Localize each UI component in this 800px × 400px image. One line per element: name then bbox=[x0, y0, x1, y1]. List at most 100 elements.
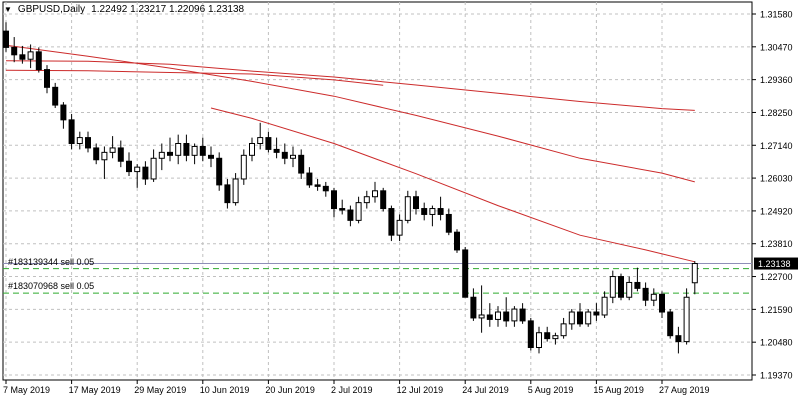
candlestick[interactable] bbox=[437, 196, 444, 221]
candlestick[interactable] bbox=[265, 131, 272, 153]
candlestick[interactable] bbox=[76, 131, 83, 150]
candlestick[interactable] bbox=[85, 131, 91, 153]
candlestick[interactable] bbox=[445, 208, 452, 236]
candlestick[interactable] bbox=[298, 149, 305, 179]
candlestick[interactable] bbox=[44, 65, 50, 94]
candle-body-bullish bbox=[495, 311, 501, 320]
candlestick[interactable] bbox=[683, 288, 690, 345]
candlestick[interactable] bbox=[650, 288, 657, 307]
candlestick[interactable] bbox=[52, 82, 59, 109]
candlestick[interactable] bbox=[470, 288, 477, 321]
candlestick[interactable] bbox=[126, 152, 132, 177]
candlestick[interactable] bbox=[60, 102, 67, 129]
candlestick[interactable] bbox=[413, 190, 419, 215]
candle-body-bearish bbox=[503, 311, 510, 322]
candlestick[interactable] bbox=[35, 47, 42, 73]
candlestick[interactable] bbox=[511, 306, 518, 327]
candlestick[interactable] bbox=[634, 267, 641, 292]
candlestick[interactable] bbox=[142, 161, 149, 185]
candlestick[interactable] bbox=[478, 285, 485, 333]
triangle-down-icon[interactable]: ▼ bbox=[4, 5, 12, 14]
candle-body-bearish bbox=[380, 190, 387, 210]
candlestick[interactable] bbox=[380, 187, 387, 212]
candlestick[interactable] bbox=[585, 309, 592, 327]
candlestick[interactable] bbox=[626, 276, 633, 301]
candlestick[interactable] bbox=[577, 303, 583, 327]
candlestick[interactable] bbox=[486, 303, 493, 327]
date-tick-label: 20 Jun 2019 bbox=[265, 385, 315, 395]
order-label[interactable]: #183070968 sell 0.05 bbox=[8, 281, 95, 292]
candlestick[interactable] bbox=[396, 214, 403, 242]
candlestick[interactable] bbox=[216, 152, 223, 191]
candlestick[interactable] bbox=[240, 149, 247, 185]
candlestick[interactable] bbox=[618, 273, 624, 301]
candlestick[interactable] bbox=[339, 199, 346, 215]
candlestick[interactable] bbox=[191, 143, 198, 165]
candlesticks[interactable] bbox=[3, 22, 698, 354]
candlestick[interactable] bbox=[117, 140, 124, 168]
candlestick[interactable] bbox=[183, 134, 190, 162]
date-tick-label: 10 Jun 2019 bbox=[200, 385, 250, 395]
candlestick[interactable] bbox=[355, 196, 362, 224]
candlestick[interactable] bbox=[290, 146, 296, 168]
candlestick[interactable] bbox=[503, 297, 510, 327]
candlestick[interactable] bbox=[175, 134, 182, 165]
candlestick[interactable] bbox=[560, 317, 567, 339]
candlestick[interactable] bbox=[232, 173, 239, 206]
candle-body-bullish bbox=[404, 196, 411, 221]
candlestick[interactable] bbox=[372, 181, 378, 203]
candlestick[interactable] bbox=[609, 270, 616, 304]
candle-body-bearish bbox=[35, 51, 42, 71]
order-label[interactable]: #183139344 sell 0.05 bbox=[8, 256, 95, 267]
candlestick[interactable] bbox=[601, 291, 608, 318]
candlestick[interactable] bbox=[167, 137, 173, 162]
candlestick[interactable] bbox=[257, 122, 264, 150]
candlestick[interactable] bbox=[495, 306, 501, 327]
candlestick[interactable] bbox=[322, 181, 329, 197]
candlestick[interactable] bbox=[27, 44, 34, 69]
candlestick[interactable] bbox=[314, 178, 321, 191]
candlestick[interactable] bbox=[306, 167, 313, 188]
candlestick[interactable] bbox=[388, 205, 395, 242]
candlestick[interactable] bbox=[281, 143, 288, 165]
candlestick[interactable] bbox=[249, 137, 255, 162]
candlestick[interactable] bbox=[536, 326, 542, 354]
candlestick[interactable] bbox=[347, 205, 354, 227]
candlestick[interactable] bbox=[19, 45, 26, 64]
candlestick[interactable] bbox=[667, 309, 674, 339]
candlestick[interactable] bbox=[568, 309, 575, 330]
candlestick[interactable] bbox=[199, 137, 206, 162]
candlestick[interactable] bbox=[659, 291, 665, 318]
candlestick[interactable] bbox=[331, 187, 337, 218]
candlestick[interactable] bbox=[429, 205, 436, 227]
candlestick[interactable] bbox=[208, 146, 214, 168]
candlestick[interactable] bbox=[224, 178, 231, 209]
candlestick[interactable] bbox=[3, 22, 9, 52]
candlestick[interactable] bbox=[552, 332, 559, 345]
candlestick[interactable] bbox=[150, 149, 157, 182]
candlestick[interactable] bbox=[527, 317, 534, 351]
candlestick[interactable] bbox=[593, 303, 600, 321]
candlestick[interactable] bbox=[93, 143, 100, 165]
candlestick[interactable] bbox=[421, 202, 428, 221]
candlestick[interactable] bbox=[544, 326, 551, 342]
candlestick[interactable] bbox=[158, 143, 165, 171]
candlestick[interactable] bbox=[454, 229, 460, 253]
candlestick[interactable] bbox=[519, 303, 526, 324]
candlestick[interactable] bbox=[134, 164, 141, 188]
candlestick[interactable] bbox=[273, 137, 280, 159]
candlestick[interactable] bbox=[11, 37, 18, 63]
candlestick[interactable] bbox=[109, 136, 116, 159]
candlestick[interactable] bbox=[462, 246, 469, 298]
date-tick-label: 29 May 2019 bbox=[134, 385, 186, 395]
candlestick[interactable] bbox=[68, 113, 75, 150]
candlestick[interactable] bbox=[675, 326, 682, 354]
candlestick[interactable] bbox=[404, 190, 411, 224]
candle-body-bearish bbox=[44, 69, 50, 88]
candlestick[interactable] bbox=[691, 261, 698, 295]
date-tick-label: 27 Aug 2019 bbox=[659, 385, 710, 395]
candlestick[interactable] bbox=[363, 190, 370, 209]
candlestick[interactable] bbox=[101, 146, 108, 179]
candlestick[interactable] bbox=[642, 282, 649, 307]
